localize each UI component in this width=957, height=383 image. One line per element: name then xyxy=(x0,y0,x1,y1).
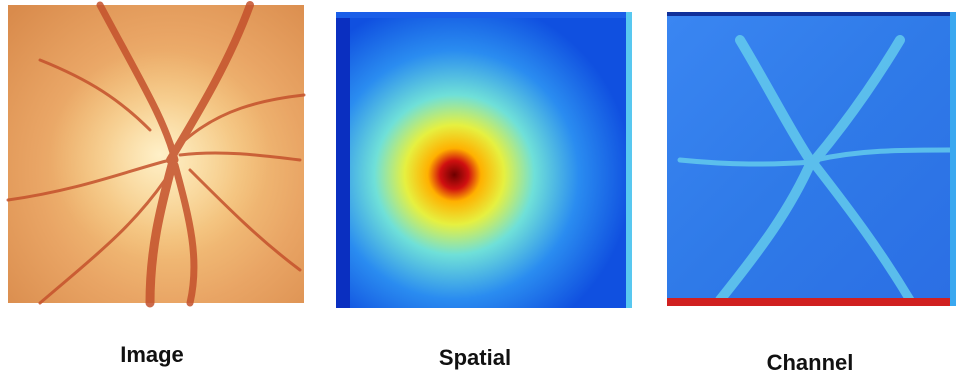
fundus-image xyxy=(8,5,304,303)
panel-label: Spatial xyxy=(439,345,511,370)
figure: Image Spatial Channel xyxy=(0,0,957,383)
page: Image Spatial Channel (() => { const dat… xyxy=(0,0,957,383)
channel-map xyxy=(667,12,956,306)
panel-label: Image xyxy=(120,342,184,367)
spatial-map xyxy=(336,12,632,308)
panel-label: Channel xyxy=(767,350,854,375)
